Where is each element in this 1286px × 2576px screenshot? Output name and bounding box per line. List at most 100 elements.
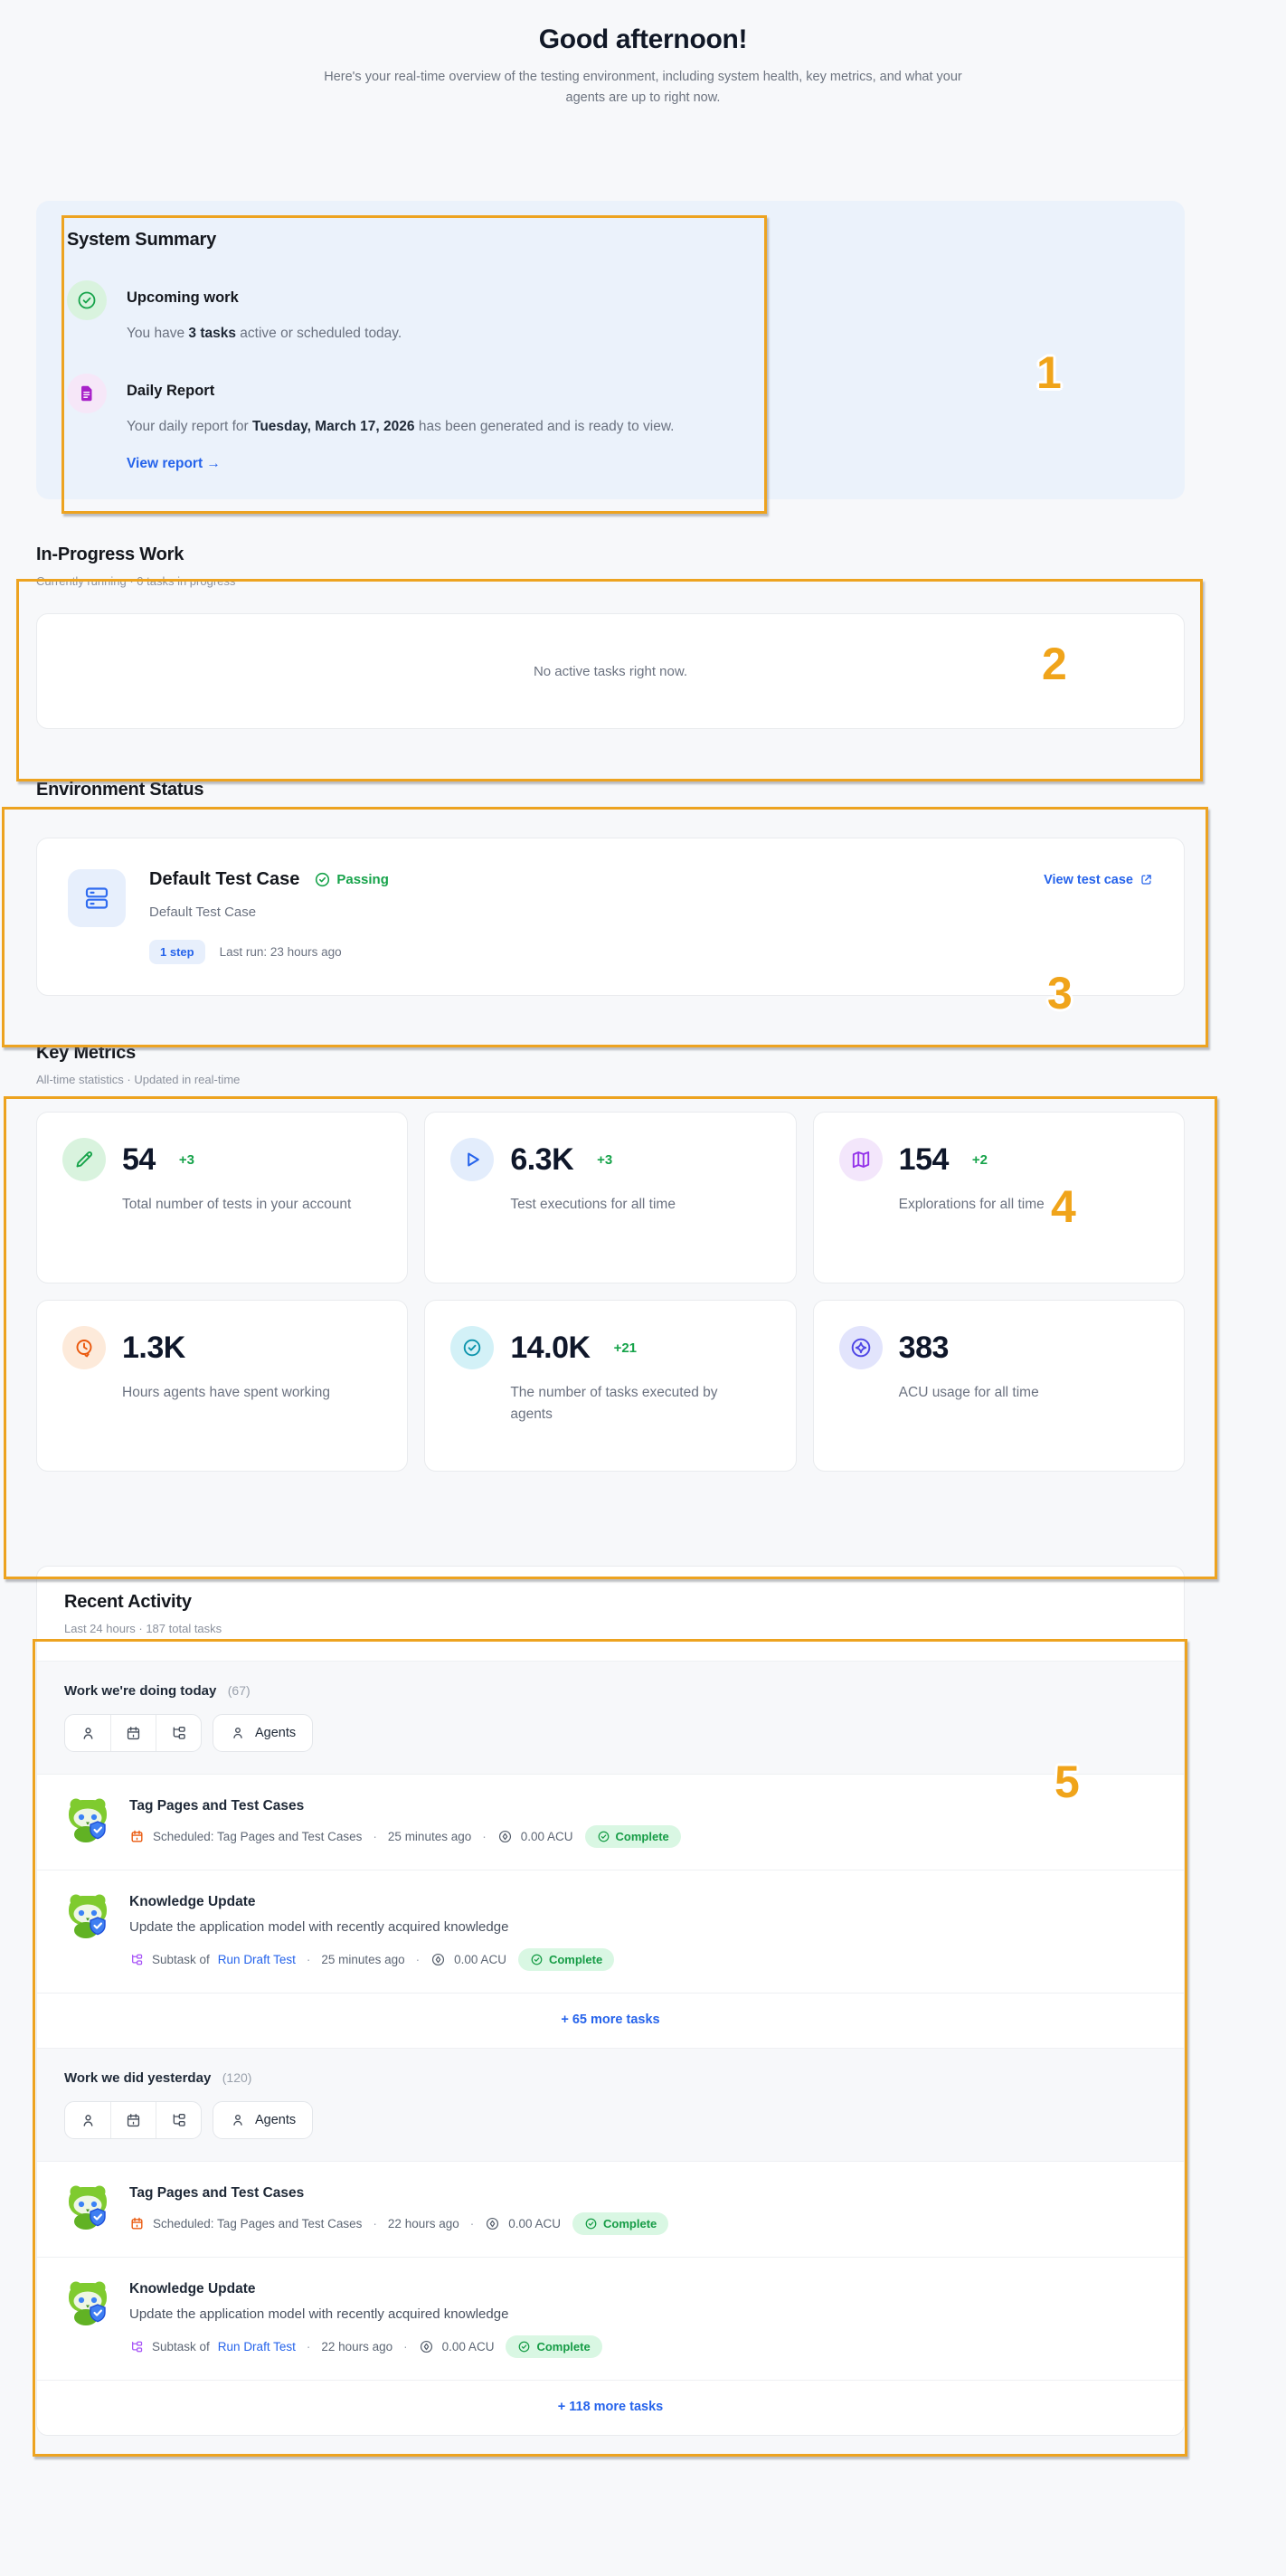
recent-activity-title: Recent Activity [64,1592,192,1612]
metric-card-acu: 383 ACU usage for all time [812,1300,1185,1472]
calendar-filter-button[interactable] [110,2102,156,2138]
person-icon [233,2115,242,2126]
in-progress-subtitle: Currently running · 0 tasks in progress [36,574,236,588]
recent-activity-card: Recent Activity Last 24 hours · 187 tota… [36,1566,1185,2436]
agent-avatar [64,2183,111,2230]
document-icon [67,374,107,413]
metric-desc: Total number of tests in your account [122,1197,352,1212]
metric-delta: +3 [597,1151,613,1168]
server-icon [68,869,126,927]
metric-desc: Test executions for all time [510,1197,676,1212]
task-type-text: Subtask of [152,2340,210,2353]
metric-delta: +2 [971,1151,988,1168]
acu-diamond-icon [838,1326,883,1369]
task-time: 22 hours ago [321,2340,393,2353]
metric-grid: 54 +3 Total number of tests in your acco… [36,1112,1185,1472]
status-badge: Complete [517,1948,615,1971]
task-acu: 0.00 ACU [441,2340,495,2353]
view-toggle-group [64,1714,202,1752]
more-tasks-link[interactable]: + 118 more tasks [557,2400,664,2414]
map-icon [838,1138,883,1181]
group-label: Work we did yesterday [64,2070,212,2086]
metric-value: 154 [898,1141,950,1177]
tree-icon [173,1726,185,1739]
calendar-filter-button[interactable] [110,1715,156,1751]
check-circle-icon [67,280,107,320]
agents-filter-button[interactable]: Agents [213,1714,314,1752]
view-test-case-link[interactable]: View test case [1044,873,1153,887]
check-circle-icon [450,1326,495,1369]
task-description: Update the application model with recent… [129,1919,509,1935]
daily-report-title: Daily Report [127,383,215,399]
task-title: Knowledge Update [129,1894,256,1909]
task-row: Tag Pages and Test Cases Scheduled: Tag … [37,2162,1184,2258]
status-badge: Complete [506,2335,602,2358]
group-count: (120) [222,2070,252,2085]
group-today: Work we're doing today (67) [37,1662,1184,1775]
metric-value: 14.0K [510,1330,591,1365]
in-progress-section: In-Progress Work Currently running · 0 t… [36,543,1185,729]
person-filter-button[interactable] [65,2102,110,2138]
parent-task-link[interactable]: Run Draft Test [217,2340,296,2353]
empty-state-text: No active tasks right now. [533,663,688,679]
parent-task-link[interactable]: Run Draft Test [217,1953,296,1966]
test-case-name: Default Test Case [149,869,300,889]
upcoming-work-title: Upcoming work [127,289,239,306]
acu-diamond-icon [432,1953,445,1966]
check-circle-icon [519,2341,530,2353]
task-type-text: Scheduled: Tag Pages and Test Cases [153,2217,363,2230]
acu-diamond-icon [498,1830,511,1843]
calendar-icon [127,2113,140,2126]
group-count: (67) [227,1683,251,1698]
metric-desc: The number of tasks executed by agents [510,1385,718,1422]
task-acu: 0.00 ACU [454,1953,506,1966]
subtask-tree-icon [132,2341,143,2352]
more-tasks-link[interactable]: + 65 more tasks [561,2012,660,2027]
play-icon [450,1138,495,1181]
task-time: 25 minutes ago [321,1953,405,1966]
person-filter-button[interactable] [65,1715,110,1751]
person-icon [233,1728,242,1738]
task-acu: 0.00 ACU [508,2217,562,2230]
tree-filter-button[interactable] [156,1715,201,1751]
steps-badge: 1 step [149,940,205,964]
task-title: Tag Pages and Test Cases [129,2185,305,2201]
task-type-text: Scheduled: Tag Pages and Test Cases [153,1830,363,1843]
task-row: Tag Pages and Test Cases Scheduled: Tag … [37,1775,1184,1870]
environment-status-section: Environment Status Default Test Case Pas… [36,778,1185,996]
last-run-text: Last run: 23 hours ago [219,945,342,959]
metric-card-tasks: 14.0K +21 The number of tasks executed b… [424,1300,797,1472]
check-circle-icon [598,1831,609,1842]
task-row: Knowledge Update Update the application … [37,2258,1184,2381]
view-report-link[interactable]: View report → [127,456,221,471]
metric-delta: +21 [613,1340,638,1356]
acu-diamond-icon [487,2217,499,2230]
task-title: Knowledge Update [129,2281,256,2297]
metric-desc: ACU usage for all time [898,1385,1039,1400]
metric-value: 54 [122,1141,156,1177]
page-title: Good afternoon! [538,24,748,54]
group-label: Work we're doing today [64,1683,217,1699]
calendar-icon [131,2217,143,2230]
daily-report-item: Daily Report Your daily report for Tuesd… [67,374,1154,438]
check-circle-icon [585,2218,597,2230]
check-circle-icon [531,1954,543,1965]
task-description: Update the application model with recent… [129,2306,509,2322]
key-metrics-subtitle: All-time statistics · Updated in real-ti… [36,1073,241,1086]
agents-filter-button[interactable]: Agents [213,2101,314,2139]
metric-card-tests: 54 +3 Total number of tests in your acco… [36,1112,409,1283]
test-case-card: Default Test Case Passing View test case… [36,838,1185,996]
acu-diamond-icon [420,2340,432,2353]
task-type-text: Subtask of [152,1953,210,1966]
system-summary-card: System Summary Upcoming work You have 3 … [36,201,1185,499]
in-progress-title: In-Progress Work [36,545,184,564]
external-link-icon [1141,875,1151,885]
view-toggle-group [64,2101,202,2139]
daily-report-text: Your daily report for Tuesday, March 17,… [127,419,675,434]
subtask-tree-icon [132,1954,143,1965]
task-row: Knowledge Update Update the application … [37,1870,1184,1994]
system-summary-title: System Summary [67,230,217,250]
metric-card-explorations: 154 +2 Explorations for all time [812,1112,1185,1283]
tree-filter-button[interactable] [156,2102,201,2138]
